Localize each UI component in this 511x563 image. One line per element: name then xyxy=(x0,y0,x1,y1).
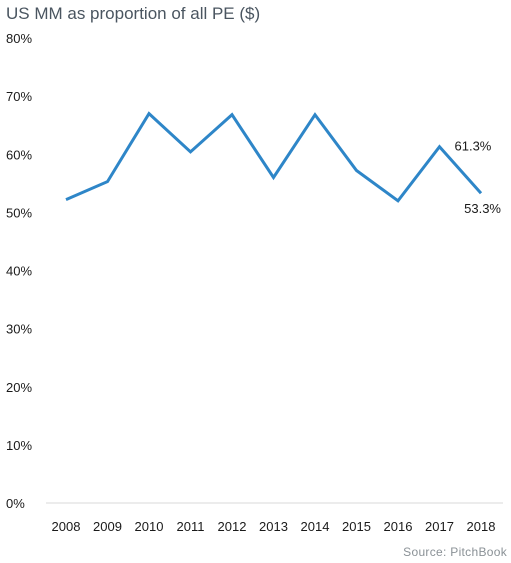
x-tick-label: 2018 xyxy=(467,519,496,534)
y-tick-label: 80% xyxy=(6,31,32,46)
y-tick-label: 20% xyxy=(6,380,32,395)
series-line xyxy=(65,111,483,203)
y-tick-label: 60% xyxy=(6,147,32,162)
x-tick-label: 2016 xyxy=(384,519,413,534)
y-tick-label: 40% xyxy=(6,264,32,279)
x-tick-label: 2012 xyxy=(218,519,247,534)
y-tick-label: 70% xyxy=(6,89,32,104)
x-tick-label: 2014 xyxy=(301,519,330,534)
x-tick-label: 2008 xyxy=(52,519,81,534)
y-tick-label: 30% xyxy=(6,322,32,337)
data-labels: 61.3% 53.3% xyxy=(455,139,502,217)
x-axis-ticks: 2008 2009 2010 2011 2012 2013 2014 2015 2016 2017… xyxy=(52,519,496,534)
x-tick-label: 2010 xyxy=(135,519,164,534)
y-axis-ticks: 0% 10% 20% 30% 40% 50% 60% 70% 80% xyxy=(6,31,32,511)
x-tick-label: 2015 xyxy=(342,519,371,534)
x-tick-label: 2011 xyxy=(177,519,205,534)
x-tick-label: 2009 xyxy=(93,519,122,534)
y-tick-label: 10% xyxy=(6,438,32,453)
data-label-2018: 53.3% xyxy=(464,201,501,216)
source-note: Source: PitchBook xyxy=(403,545,508,559)
y-tick-label: 0% xyxy=(6,496,25,511)
data-label-2017: 61.3% xyxy=(455,139,492,154)
x-tick-label: 2013 xyxy=(259,519,288,534)
chart-title: US MM as proportion of all PE ($) xyxy=(6,4,260,23)
y-tick-label: 50% xyxy=(6,205,32,220)
x-tick-label: 2017 xyxy=(425,519,454,534)
